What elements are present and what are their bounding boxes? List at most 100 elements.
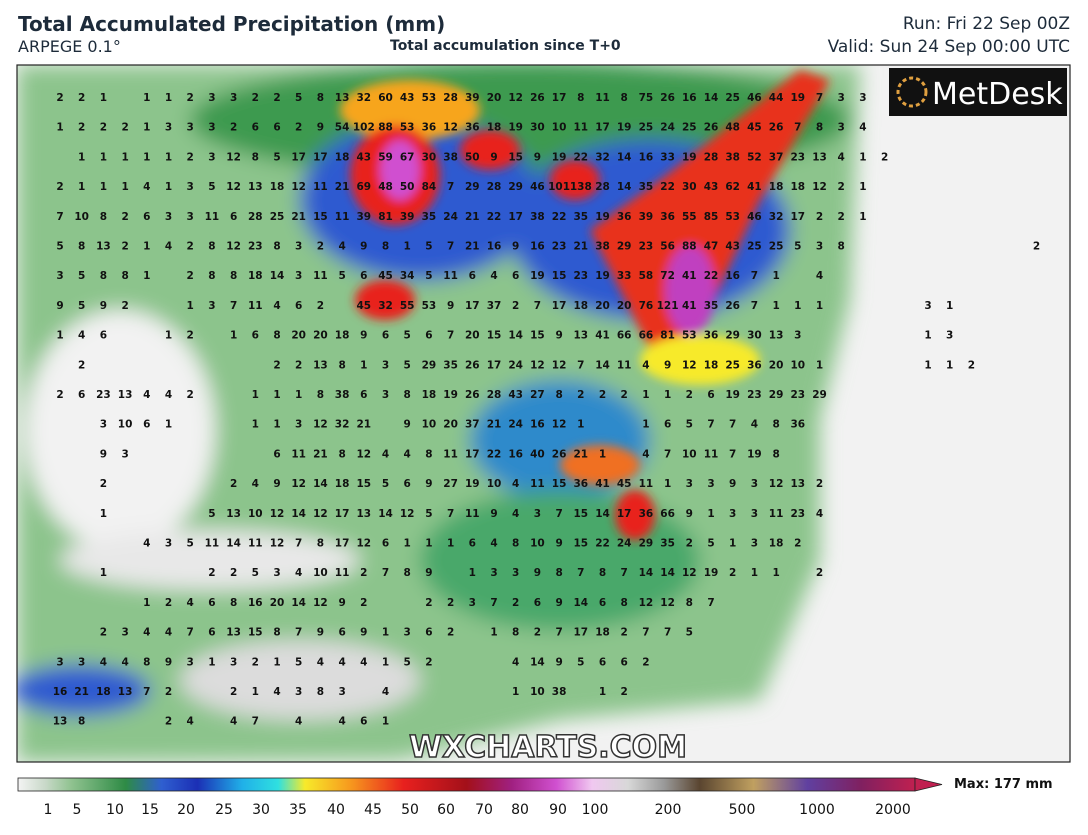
grid-value: 8	[143, 656, 150, 668]
grid-value: 21	[487, 419, 502, 431]
grid-value: 9	[360, 241, 367, 253]
grid-value: 2	[187, 270, 194, 282]
grid-value: 60	[378, 92, 393, 104]
colorbar-tick-label: 60	[437, 802, 455, 818]
grid-value: 28	[248, 211, 263, 223]
grid-value: 21	[291, 211, 306, 223]
grid-value: 8	[772, 448, 779, 460]
grid-value: 72	[660, 270, 675, 282]
grid-value: 3	[295, 241, 302, 253]
grid-value: 44	[769, 92, 784, 104]
grid-value: 17	[487, 359, 502, 371]
grid-value: 35	[639, 181, 654, 193]
colorbar-tick-label: 70	[475, 802, 493, 818]
grid-value: 6	[664, 419, 671, 431]
grid-value: 8	[816, 122, 823, 134]
colorbar-tick-label: 10	[106, 802, 124, 818]
grid-value: 2	[968, 359, 975, 371]
grid-value: 23	[552, 241, 567, 253]
grid-value: 41	[595, 478, 610, 490]
grid-value: 9	[729, 478, 736, 490]
grid-value: 5	[252, 567, 259, 579]
grid-value: 33	[660, 151, 675, 163]
grid-value: 14	[595, 359, 610, 371]
grid-value: 11	[313, 181, 328, 193]
grid-value: 29	[422, 359, 437, 371]
grid-value: 39	[356, 211, 371, 223]
grid-value: 9	[317, 627, 324, 639]
grid-value: 2	[121, 241, 128, 253]
grid-value: 19	[595, 270, 610, 282]
grid-value: 19	[530, 270, 545, 282]
grid-value: 23	[747, 389, 762, 401]
grid-value: 9	[555, 538, 562, 550]
grid-value: 6	[252, 122, 259, 134]
grid-value: 7	[794, 122, 801, 134]
grid-value: 16	[53, 686, 68, 698]
grid-value: 2	[621, 686, 628, 698]
grid-value: 9	[100, 300, 107, 312]
grid-value: 5	[208, 181, 215, 193]
grid-value: 21	[335, 181, 350, 193]
grid-value: 19	[725, 389, 740, 401]
grid-value: 3	[382, 359, 389, 371]
grid-value: 19	[790, 92, 805, 104]
grid-value: 5	[187, 538, 194, 550]
grid-value: 4	[273, 300, 280, 312]
grid-value: 7	[295, 627, 302, 639]
grid-value: 20	[769, 359, 784, 371]
grid-value: 3	[924, 300, 931, 312]
grid-value: 4	[751, 419, 758, 431]
grid-value: 2	[187, 241, 194, 253]
grid-value: 21	[573, 241, 588, 253]
grid-value: 81	[378, 211, 393, 223]
grid-value: 6	[208, 597, 215, 609]
grid-value: 12	[313, 597, 328, 609]
grid-value: 21	[74, 686, 89, 698]
valid: Valid: Sun 24 Sep 00:00 UTC	[827, 37, 1070, 57]
grid-value: 4	[816, 508, 823, 520]
grid-value: 1	[273, 389, 280, 401]
grid-value: 21	[356, 419, 371, 431]
grid-value: 37	[487, 300, 502, 312]
grid-value: 17	[552, 300, 567, 312]
grid-value: 29	[812, 389, 827, 401]
grid-value: 5	[686, 419, 693, 431]
grid-value: 12	[270, 538, 285, 550]
grid-value: 5	[338, 270, 345, 282]
grid-value: 3	[295, 686, 302, 698]
grid-value: 32	[769, 211, 784, 223]
grid-value: 7	[56, 211, 63, 223]
grid-value: 2	[78, 359, 85, 371]
grid-value: 101	[548, 181, 570, 193]
grid-value: 8	[425, 448, 432, 460]
grid-value: 26	[530, 92, 545, 104]
grid-value: 2	[56, 92, 63, 104]
colorbar-tick-label: 1000	[799, 802, 835, 818]
grid-value: 18	[335, 330, 350, 342]
grid-value: 9	[534, 567, 541, 579]
grid-value: 32	[595, 151, 610, 163]
grid-value: 66	[617, 330, 632, 342]
grid-value: 24	[443, 211, 458, 223]
grid-value: 12	[226, 181, 241, 193]
grid-value: 17	[465, 300, 480, 312]
grid-value: 14	[704, 92, 719, 104]
grid-value: 5	[425, 270, 432, 282]
grid-value: 1	[187, 300, 194, 312]
grid-value: 36	[617, 211, 632, 223]
grid-value: 8	[338, 359, 345, 371]
grid-value: 23	[573, 270, 588, 282]
grid-value: 14	[270, 270, 285, 282]
grid-value: 15	[530, 330, 545, 342]
grid-value: 9	[555, 330, 562, 342]
grid-value: 9	[425, 478, 432, 490]
grid-value: 1	[512, 686, 519, 698]
grid-value: 1	[859, 181, 866, 193]
grid-value: 2	[165, 716, 172, 728]
grid-value: 14	[660, 567, 675, 579]
colorbar-tick-label: 15	[141, 802, 159, 818]
grid-value: 15	[248, 627, 263, 639]
grid-value: 4	[859, 122, 866, 134]
